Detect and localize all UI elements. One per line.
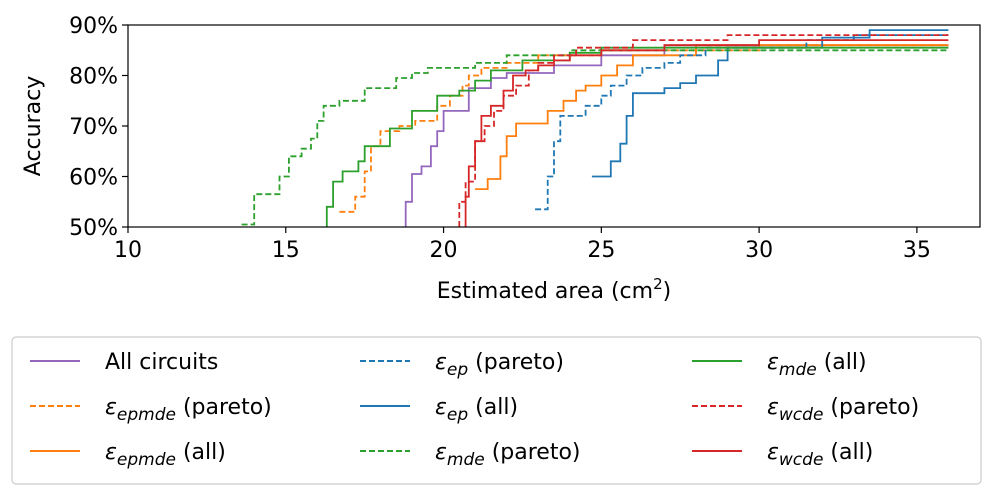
series-line-0 [404,44,949,227]
legend-label: εwcde (all) [767,440,873,470]
legend: All circuits εepmde (pareto) εepmde (all) ε… [11,336,982,485]
x-axis: 10 15 20 25 30 35 [114,227,931,263]
x-tick-label: 10 [114,238,142,263]
x-tick-label: 35 [903,238,931,263]
legend-label: εmde (pareto) [435,440,581,470]
x-axis-label: Estimated area (cm2) [437,275,671,304]
legend-label: εep (pareto) [435,350,564,380]
legend-box [11,336,982,485]
x-tick-label: 20 [430,238,458,263]
legend-label: εwcde (pareto) [767,395,919,425]
x-tick-label: 25 [587,238,615,263]
series-line-5 [241,49,949,226]
series-group [241,29,949,227]
y-axis-label: Accuracy [21,76,46,176]
y-tick-label: 80% [69,65,118,90]
y-tick-label: 60% [69,166,118,191]
y-axis: 50% 60% 70% 80% 90% [69,14,128,241]
x-tick-label: 30 [745,238,773,263]
series-line-7 [458,34,949,227]
series-line-4 [591,29,949,178]
legend-label: εepmde (all) [105,440,226,470]
series-line-8 [464,39,949,227]
y-tick-label: 90% [69,14,118,39]
legend-label: All circuits [105,350,218,375]
y-tick-label: 50% [69,216,118,241]
series-line-1 [339,44,949,213]
legend-label: εepmde (pareto) [105,395,272,425]
y-tick-label: 70% [69,115,118,140]
legend-label: εmde (all) [767,350,867,380]
x-tick-label: 15 [272,238,300,263]
series-line-6 [325,46,949,227]
series-line-2 [475,44,949,190]
legend-label: εep (all) [435,395,518,425]
